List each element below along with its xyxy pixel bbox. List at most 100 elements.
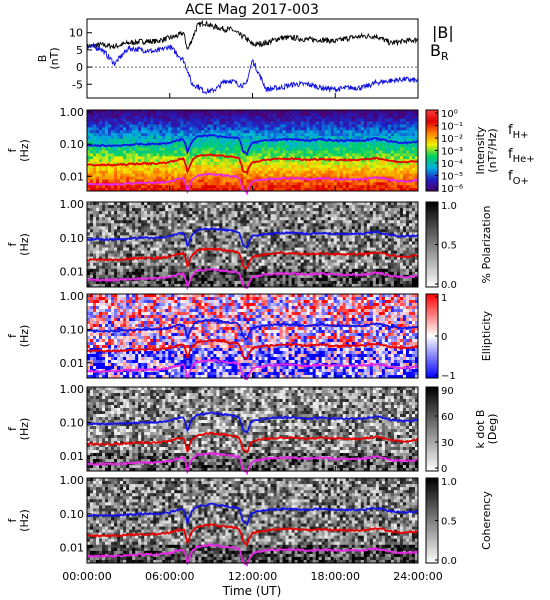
- heatmap-cell: [327, 164, 332, 169]
- heatmap-cell: [183, 170, 187, 174]
- heatmap-cell: [126, 235, 130, 239]
- heatmap-cell: [285, 232, 289, 236]
- heatmap-cell: [273, 179, 277, 183]
- heatmap-cell: [255, 223, 259, 227]
- heatmap-cell: [315, 115, 319, 119]
- heatmap-cell: [111, 280, 115, 285]
- heatmap-cell: [120, 208, 124, 212]
- heatmap-cell: [213, 110, 217, 114]
- heatmap-cell: [156, 229, 160, 233]
- heatmap-cell: [192, 115, 196, 119]
- heatmap-cell: [282, 110, 286, 114]
- heatmap-cell: [231, 247, 235, 251]
- heatmap-cell: [132, 138, 136, 143]
- heatmap-cell: [156, 253, 160, 257]
- heatmap-cell: [195, 265, 199, 270]
- heatmap-cell: [354, 124, 359, 128]
- heatmap-cell: [138, 220, 142, 224]
- heatmap-cell: [108, 205, 112, 209]
- heatmap-cell: [240, 283, 244, 288]
- heatmap-cell: [288, 127, 292, 131]
- y-tick-label: 0.10: [60, 138, 85, 151]
- heatmap-cell: [231, 130, 235, 134]
- heatmap-cell: [300, 170, 304, 174]
- heatmap-cell: [312, 127, 316, 131]
- heatmap-cell: [375, 153, 380, 157]
- heatmap-cell: [261, 162, 265, 166]
- heatmap-cell: [390, 164, 395, 169]
- heatmap-cell: [267, 223, 271, 227]
- heatmap-cell: [339, 156, 344, 160]
- y-tick-label: 0.01: [60, 170, 85, 183]
- heatmap-cell: [126, 179, 130, 183]
- heatmap-cell: [216, 162, 220, 166]
- heatmap-cell: [144, 241, 148, 245]
- heatmap-cell: [159, 182, 163, 186]
- heatmap-cell: [249, 262, 253, 267]
- heatmap-cell: [270, 159, 274, 163]
- heatmap-cell: [126, 244, 130, 248]
- heatmap-cell: [321, 179, 326, 183]
- heatmap-cell: [93, 110, 97, 114]
- heatmap-cell: [126, 153, 130, 157]
- heatmap-cell: [330, 127, 335, 131]
- heatmap-cell: [105, 205, 109, 209]
- heatmap-cell: [285, 220, 289, 224]
- heatmap-cell: [252, 244, 256, 248]
- heatmap-cell: [108, 153, 112, 157]
- heatmap-cell: [258, 121, 262, 125]
- heatmap-cell: [279, 167, 283, 172]
- heatmap-cell: [216, 167, 220, 172]
- heatmap-cell: [87, 229, 91, 233]
- heatmap-cell: [231, 226, 235, 230]
- heatmap-cell: [342, 164, 347, 169]
- heatmap-cell: [333, 136, 338, 140]
- heatmap-cell: [312, 147, 316, 151]
- heatmap-cell: [264, 188, 268, 192]
- heatmap-cell: [327, 144, 332, 148]
- heatmap-cell: [216, 265, 220, 270]
- heatmap-cell: [183, 217, 187, 221]
- heatmap-cell: [189, 167, 193, 172]
- heatmap-cell: [90, 156, 94, 160]
- heatmap-cell: [210, 130, 214, 134]
- heatmap-cell: [183, 241, 187, 245]
- heatmap-cell: [258, 185, 262, 189]
- heatmap-cell: [219, 162, 223, 166]
- heatmap-cell: [183, 271, 187, 276]
- heatmap-cell: [243, 280, 247, 285]
- heatmap-cell: [177, 162, 181, 166]
- heatmap-cell: [153, 136, 157, 140]
- heatmap-cell: [243, 147, 247, 151]
- heatmap-cell: [375, 167, 380, 172]
- heatmap-cell: [252, 202, 256, 206]
- heatmap-cell: [279, 182, 283, 186]
- heatmap-cell: [171, 277, 175, 282]
- heatmap-cell: [282, 127, 286, 131]
- heatmap-cell: [213, 164, 217, 169]
- heatmap-cell: [129, 253, 133, 257]
- heatmap-cell: [108, 262, 112, 267]
- heatmap-cell: [318, 164, 323, 169]
- heatmap-cell: [96, 220, 100, 224]
- heatmap-cell: [105, 232, 109, 236]
- heatmap-cell: [123, 250, 127, 254]
- heatmap-cell: [252, 253, 256, 257]
- heatmap-cell: [135, 130, 139, 134]
- heatmap-cell: [93, 244, 97, 248]
- heatmap-cell: [306, 188, 310, 192]
- heatmap-cell: [333, 173, 338, 177]
- heatmap-cell: [330, 188, 335, 192]
- heatmap-cell: [237, 223, 241, 227]
- heatmap-cell: [165, 138, 169, 143]
- heatmap-cell: [144, 247, 148, 251]
- heatmap-cell: [258, 147, 262, 151]
- heatmap-cell: [132, 262, 136, 267]
- heatmap-cell: [195, 188, 199, 192]
- heatmap-cell: [414, 127, 419, 131]
- heatmap-cell: [90, 280, 94, 285]
- heatmap-cell: [150, 110, 154, 114]
- heatmap-cell: [150, 280, 154, 285]
- heatmap-cell: [312, 162, 316, 166]
- intensity-heatmap: [87, 110, 419, 192]
